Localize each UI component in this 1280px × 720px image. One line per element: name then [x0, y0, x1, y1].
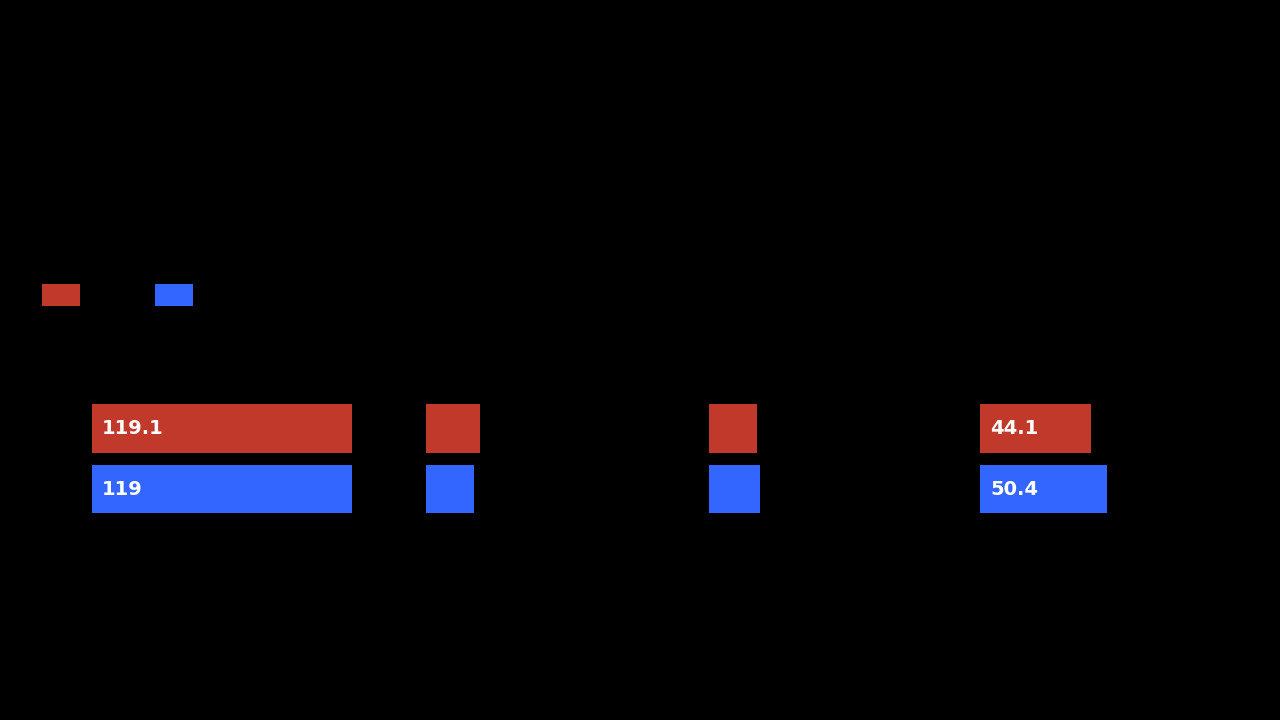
Text: Boundary%: Boundary% — [709, 366, 822, 384]
Text: Virat vs Rohit in PP: Virat vs Rohit in PP — [42, 235, 465, 273]
Text: Dot %: Dot % — [980, 366, 1039, 384]
Text: 44.1: 44.1 — [991, 419, 1038, 438]
FancyBboxPatch shape — [155, 284, 193, 306]
FancyBboxPatch shape — [709, 464, 760, 513]
Text: 11.89: 11.89 — [489, 480, 545, 498]
Text: Kohli: Kohli — [92, 285, 140, 305]
Text: Rohit: Rohit — [26, 480, 76, 498]
Text: 17.54: 17.54 — [773, 419, 828, 438]
Text: 13.53: 13.53 — [495, 419, 552, 438]
FancyBboxPatch shape — [980, 405, 1091, 453]
Text: Rohit: Rohit — [206, 285, 256, 305]
Text: 119.1: 119.1 — [102, 419, 164, 438]
Text: 50.4: 50.4 — [991, 480, 1038, 498]
FancyBboxPatch shape — [980, 464, 1107, 513]
FancyBboxPatch shape — [42, 284, 79, 306]
FancyBboxPatch shape — [426, 464, 474, 513]
Text: 119: 119 — [102, 480, 143, 498]
FancyBboxPatch shape — [709, 405, 758, 453]
Text: RPI: RPI — [426, 366, 457, 384]
FancyBboxPatch shape — [92, 464, 352, 513]
FancyBboxPatch shape — [426, 405, 480, 453]
Text: 18.38: 18.38 — [774, 480, 831, 498]
Text: SR: SR — [92, 366, 118, 384]
FancyBboxPatch shape — [92, 405, 352, 453]
Text: Kohli: Kohli — [26, 419, 72, 438]
